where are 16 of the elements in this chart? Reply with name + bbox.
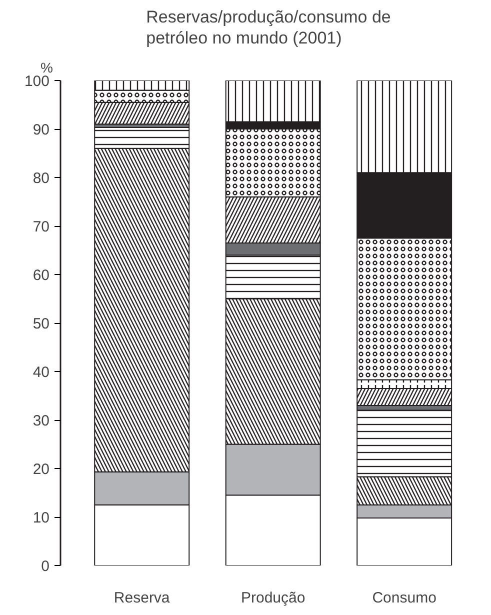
y-tick-label: 30 <box>32 412 50 430</box>
x-tick-label: Reserva <box>114 590 170 606</box>
y-tick-label: 10 <box>32 510 50 526</box>
y-tick-label: 60 <box>32 267 50 284</box>
y-tick-label: 90 <box>32 122 50 138</box>
y-tick-label: 40 <box>32 364 50 381</box>
y-tick-label: 20 <box>32 461 50 478</box>
y-tick-label: 70 <box>32 218 50 236</box>
x-tick-label: Consumo <box>372 590 436 606</box>
y-tick-label: 0 <box>41 558 50 575</box>
y-tick-label: 50 <box>32 316 50 332</box>
y-tick-label: 100 <box>24 73 50 90</box>
y-axis-title: % <box>40 60 53 76</box>
x-tick-label: Produção <box>240 590 306 606</box>
y-tick-label: 80 <box>32 170 50 187</box>
chart-title: Reservas/produção/consumo de petróleo no mundo (2001) <box>146 8 391 48</box>
